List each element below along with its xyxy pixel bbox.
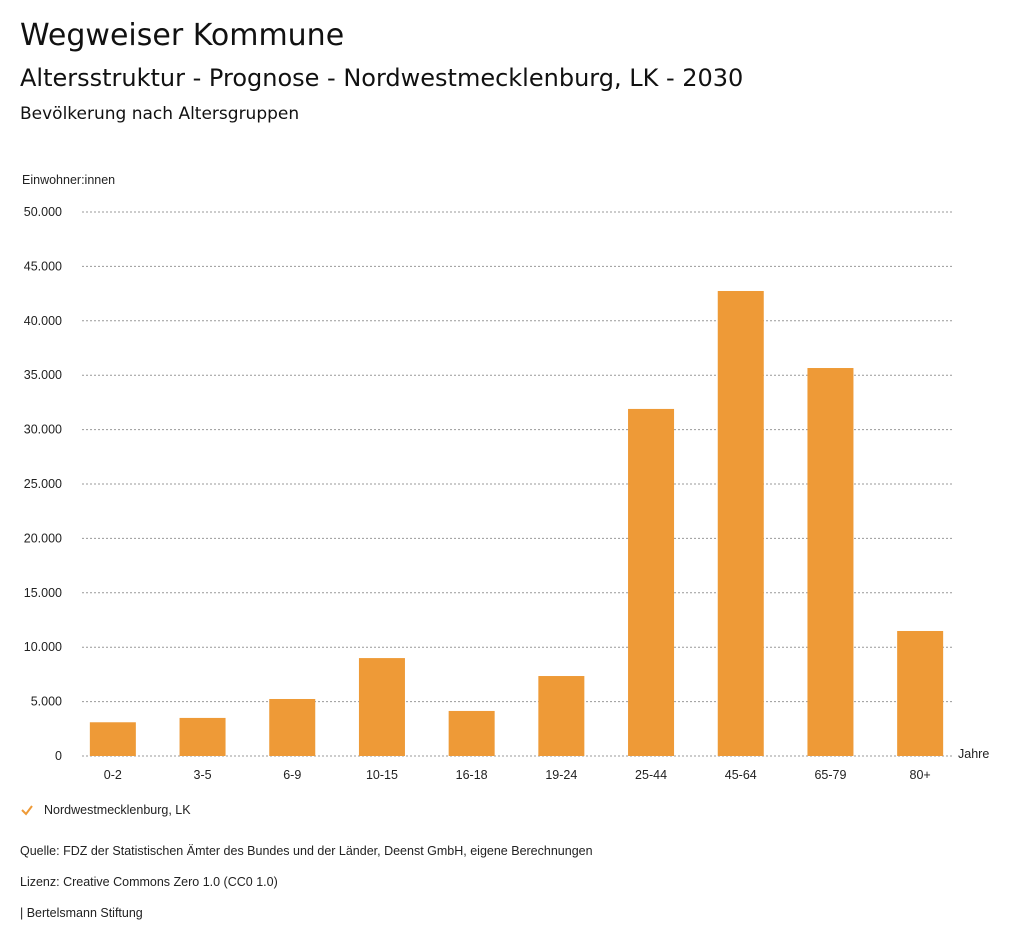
x-tick-label: 0-2 (104, 768, 122, 782)
check-icon (21, 805, 33, 816)
license-text: Lizenz: Creative Commons Zero 1.0 (CC0 1… (20, 875, 278, 889)
y-tick-label: 50.000 (24, 205, 62, 219)
y-tick-label: 30.000 (24, 423, 62, 437)
y-tick-label: 0 (55, 749, 62, 763)
bar (538, 676, 585, 756)
section-title: Bevölkerung nach Altersgruppen (20, 104, 300, 124)
y-tick-label: 5.000 (31, 695, 62, 709)
y-tick-label: 15.000 (24, 586, 62, 600)
y-tick-label: 25.000 (24, 477, 62, 491)
bar (179, 717, 226, 756)
brand-text: | Bertelsmann Stiftung (20, 906, 143, 920)
bar-chart: Einwohner:innen 0 5.000 10.000 15.000 20.000 2… (22, 173, 989, 782)
x-tick-label: 19-24 (545, 768, 577, 782)
x-tick-label: 6-9 (283, 768, 301, 782)
x-tick-label: 3-5 (194, 768, 212, 782)
source-text: Quelle: FDZ der Statistischen Ämter des … (20, 844, 593, 858)
x-tick-label: 45-64 (725, 768, 757, 782)
y-tick-label: 35.000 (24, 368, 62, 382)
y-tick-label: 20.000 (24, 531, 62, 545)
x-tick-label: 80+ (910, 768, 931, 782)
bar (89, 722, 136, 756)
y-tick-label: 40.000 (24, 314, 62, 328)
legend-item[interactable]: Nordwestmecklenburg, LK (20, 803, 191, 817)
bar (897, 630, 944, 756)
bar (269, 698, 316, 756)
y-tick-label: 45.000 (24, 259, 62, 273)
x-tick-label: 10-15 (366, 768, 398, 782)
bar (628, 408, 675, 756)
x-tick-label: 65-79 (814, 768, 846, 782)
y-tick-label: 10.000 (24, 640, 62, 654)
bar (358, 658, 405, 756)
page-title: Wegweiser Kommune (20, 18, 345, 53)
bar (807, 368, 854, 756)
x-axis-label: Jahre (958, 747, 989, 761)
x-tick-label: 25-44 (635, 768, 667, 782)
y-axis-label: Einwohner:innen (22, 173, 115, 187)
legend-label: Nordwestmecklenburg, LK (44, 803, 191, 817)
x-tick-label: 16-18 (456, 768, 488, 782)
bar (448, 710, 495, 756)
chart-subtitle: Altersstruktur - Prognose - Nordwestmeck… (20, 64, 744, 92)
bar (717, 290, 764, 756)
